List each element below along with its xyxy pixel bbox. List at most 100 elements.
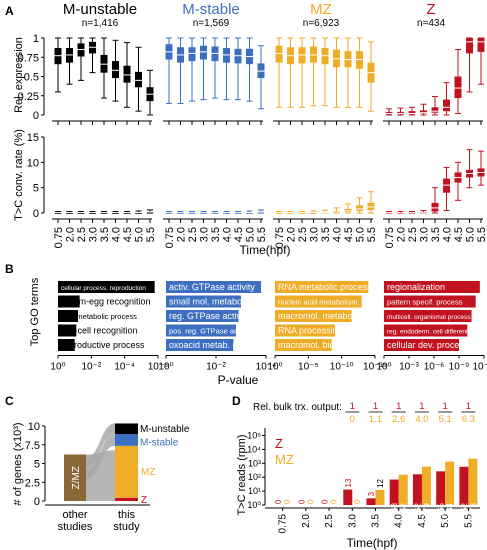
x-category-label: this [118,509,136,521]
x-tick-label: 3.5 [430,227,442,242]
tc-reads-bar [468,458,478,505]
y-tick-label: 10³ [248,458,261,468]
x-category-label: studies [58,521,93,533]
panel-c-gene-counts: 0 2.5 5 7.5 10 Z/MZ Z MZ M-stable M-unstable other… [25,421,190,533]
box [477,38,485,52]
y-tick-label: 10 [28,421,40,433]
go-bar [384,295,476,308]
go-term-label: small mol. metabolism [169,297,258,307]
x-tick-label: 4.0 [442,227,454,242]
group-count: n=1,569 [193,18,230,29]
x-tick-label: 2.5 [324,514,335,528]
x-tick-label: 2.0 [176,227,188,242]
flow-band [86,497,115,501]
go-term-label: cell-cell recognition [61,326,138,336]
go-bar [275,281,369,293]
this-study-label: M-unstable [140,424,190,435]
flow-band [86,423,115,468]
box [367,202,375,210]
x-tick-label: 10⁻² [81,362,101,373]
panel-letter-a: A [5,4,14,18]
x-tick-label: 3.0 [88,227,100,242]
x-tick-label: 2.5 [76,227,88,242]
tc-reads-value-label: 162 [413,502,422,516]
x-tick-label: 2.0 [396,227,408,242]
go-bar [166,295,241,308]
tc-reads-bar [459,466,469,505]
x-tick-label: 0.75 [278,514,289,534]
x-tick-label: 10⁻² [206,362,226,373]
go-bar [58,324,77,337]
x-tick-label: 4.5 [343,227,355,242]
go-term-label: reproductive process [61,340,145,350]
go-term-label: reg. endoderm. cell differentiation [387,329,484,336]
tc-reads-value-label: 0 [283,499,292,504]
tc-reads-value-label: 13 [344,478,353,487]
x-tick-label: 5.5 [145,227,157,242]
go-term-label: macromol. metabolism [278,311,369,321]
x-tick-label: 10⁻⁴ [114,362,135,373]
x-tick-label: 3.0 [419,227,431,242]
tc-reads-value-label: 68 [390,502,399,511]
go-bar [384,281,480,293]
x-tick-label: 3.5 [210,227,222,242]
x-tick-label: 5.5 [366,227,378,242]
panel-a-bottom-ylabel: T>C conv. rate (%) [13,129,25,221]
tc-reads-value-label: 562 [460,502,469,516]
tc-reads-bar [366,498,376,505]
go-bar [384,324,468,337]
box [275,45,283,63]
x-tick-label: 10⁻³ [399,362,419,373]
panel-d-ylabel: T>C reads (rpm) [236,435,248,516]
box [420,110,427,114]
y-tick-label: 5 [33,183,39,195]
box [443,99,450,112]
box [466,38,473,54]
other-studies-bar-label: Z/MZ [71,466,82,489]
tc-reads-bar [412,474,422,505]
go-bar [275,310,352,322]
panel-d-xlabel: Time(hpf) [347,536,398,550]
tc-reads-value-label: 265 [437,502,446,516]
panel-b-ylabel: Top GO terms [29,277,41,346]
ratio-top: 1 [396,401,401,412]
y-tick-label: 10⁵ [247,431,261,441]
ratio-top: 1 [419,401,424,412]
go-term-label: cellular dev. process [387,340,469,350]
box [112,61,119,79]
y-tick-label: 10 [27,157,39,169]
panel-letter-b: B [5,262,14,276]
x-tick-label: 10⁰ [376,362,391,373]
go-bar [166,324,236,337]
x-tick-label: 4.0 [394,514,405,528]
group-count: n=6,923 [303,18,340,29]
go-bar [166,339,234,351]
x-tick-label: 4.5 [233,227,245,242]
x-tick-label: 2.0 [301,514,312,528]
tc-reads-value-label: 579 [422,502,431,516]
group-count: n=1,416 [82,18,119,29]
tc-reads-value-label: 0 [297,499,306,504]
go-term-label: reg. GTPase activity [169,311,251,321]
go-term-label: sperm-egg recognition [61,297,151,307]
ratio-bottom: 1.1 [369,414,382,425]
x-tick-label: 10⁻⁴ [256,362,277,373]
y-tick-label: 10⁰ [247,500,261,510]
go-term-label: lipid metabolic process [61,312,137,321]
box [344,208,352,212]
x-tick-label: 10⁰ [267,362,282,373]
x-tick-label: 5.5 [256,227,268,242]
group-title: MZ [310,1,332,18]
x-tick-label: 4.0 [111,227,123,242]
tc-reads-value-label: 1334 [446,502,455,520]
x-tick-label: 3.5 [99,227,111,242]
y-tick-label: 0.5 [24,72,39,84]
ratio-top: 1 [443,401,448,412]
y-tick-label: 1 [33,33,39,45]
tc-reads-value-label: 152 [399,502,408,516]
other-studies-bar [64,454,86,501]
x-tick-label: 2.5 [407,227,419,242]
x-tick-label: 2.5 [297,227,309,242]
x-tick-label: 10⁻⁶ [148,362,169,373]
